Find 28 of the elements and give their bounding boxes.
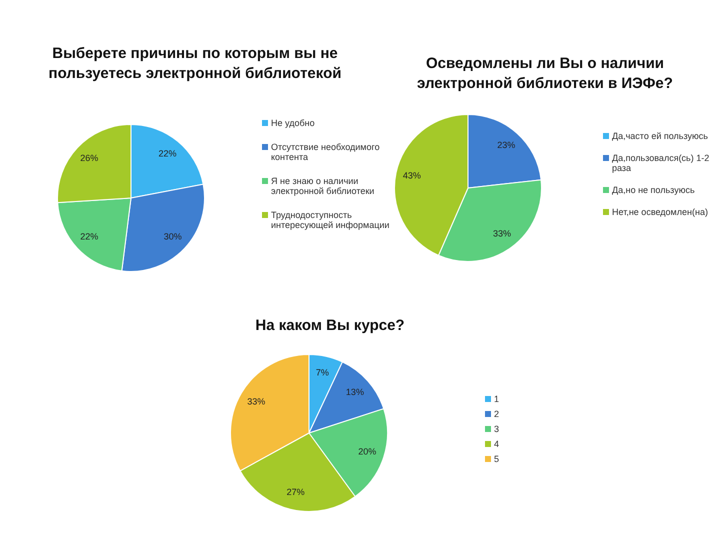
- chart-title: Осведомлены ли Вы о наличии электронной библиотеки в ИЭФе?: [416, 54, 674, 94]
- data-label: 26%: [80, 153, 98, 164]
- data-label: 13%: [346, 386, 364, 397]
- chart-title: На каком Вы курсе?: [254, 316, 406, 336]
- legend-label: 2: [494, 409, 500, 419]
- legend-label: Да,часто ей пользуюсь: [612, 131, 708, 141]
- data-label: 20%: [358, 446, 376, 456]
- legend-label: Отсутствие необходимого контента: [271, 142, 381, 162]
- legend-label: Нет,не осведомлен(на): [612, 207, 708, 217]
- data-label: 23%: [497, 140, 516, 150]
- legend-label: 3: [494, 424, 500, 434]
- legend-label: 1: [494, 394, 500, 404]
- legend-label: Труднодоступность интересующей информации: [271, 210, 390, 230]
- data-label: 33%: [247, 396, 266, 406]
- legend-label: 5: [494, 454, 500, 464]
- chart-title: Выберете причины по которым вы не пользуетесь электронной библиотекой: [48, 44, 342, 84]
- legend-label: Я не знаю о наличии электронной библиотеки: [271, 176, 376, 196]
- legend-label: Не удобно: [271, 118, 315, 128]
- legend-label: Да,но не пользуюсь: [612, 185, 695, 195]
- data-label: 7%: [316, 368, 329, 378]
- data-label: 27%: [286, 487, 305, 498]
- data-label: 43%: [402, 170, 421, 181]
- data-label: 30%: [164, 232, 182, 242]
- data-label: 33%: [492, 228, 511, 239]
- data-label: 22%: [158, 148, 177, 158]
- legend-label: 4: [494, 439, 500, 449]
- data-label: 22%: [80, 232, 98, 242]
- legend-label: Да,пользовался(сь) 1-2 раза: [612, 153, 710, 173]
